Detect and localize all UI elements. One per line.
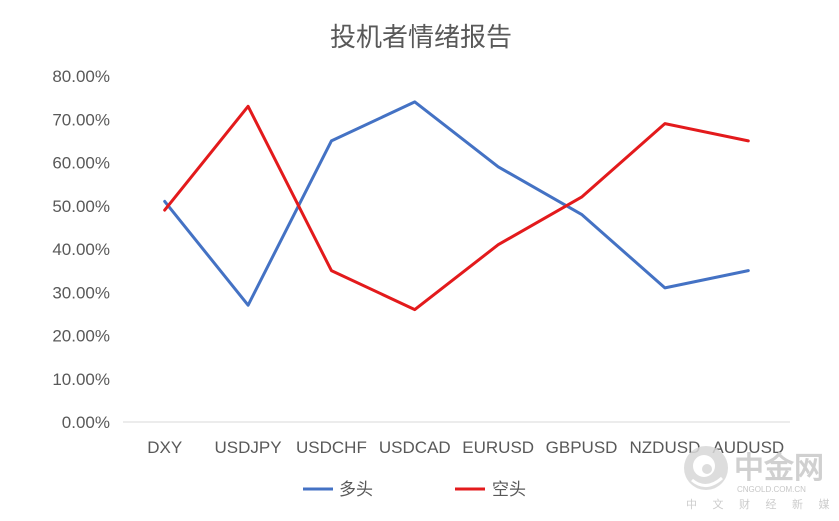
legend: 多头 空头 xyxy=(303,480,526,500)
y-tick-label: 60.00% xyxy=(52,154,110,173)
x-tick-label: USDCHF xyxy=(296,438,367,457)
x-tick-label: GBPUSD xyxy=(546,438,618,457)
x-tick-label: USDCAD xyxy=(379,438,451,457)
legend-label-long: 多头 xyxy=(339,480,373,500)
x-tick-label: USDJPY xyxy=(215,438,282,457)
chart-title: 投机者情绪报告 xyxy=(330,23,512,53)
x-axis: DXY USDJPY USDCHF USDCAD EURUSD GBPUSD NZDUSD A… xyxy=(147,438,784,457)
watermark: 中金网 CNGOLD.COM.CN 中 文 财 经 新 媒 体 xyxy=(684,446,839,511)
y-axis: 0.00% 10.00% 20.00% 30.00% 40.00% 50.00% 60.00… xyxy=(52,67,110,432)
series-line-short xyxy=(163,104,750,312)
x-tick-label: DXY xyxy=(147,438,182,457)
y-tick-label: 10.00% xyxy=(52,370,110,389)
y-tick-label: 70.00% xyxy=(52,110,110,129)
y-tick-label: 80.00% xyxy=(52,67,110,86)
x-tick-label: EURUSD xyxy=(462,438,534,457)
y-tick-label: 0.00% xyxy=(62,413,110,432)
x-tick-label: NZDUSD xyxy=(630,438,701,457)
brand-logo-icon xyxy=(684,446,728,490)
watermark-tagline: 中 文 财 经 新 媒 体 xyxy=(686,497,839,511)
y-tick-label: 40.00% xyxy=(52,240,110,259)
series-layer xyxy=(163,100,750,312)
watermark-domain: CNGOLD.COM.CN xyxy=(737,485,806,494)
legend-label-short: 空头 xyxy=(492,480,526,500)
x-tick-label: AUDUSD xyxy=(712,438,784,457)
y-tick-label: 30.00% xyxy=(52,283,110,302)
y-tick-label: 50.00% xyxy=(52,197,110,216)
y-tick-label: 20.00% xyxy=(52,327,110,346)
watermark-brand: 中金网 xyxy=(734,451,824,486)
series-line-long xyxy=(163,100,750,307)
